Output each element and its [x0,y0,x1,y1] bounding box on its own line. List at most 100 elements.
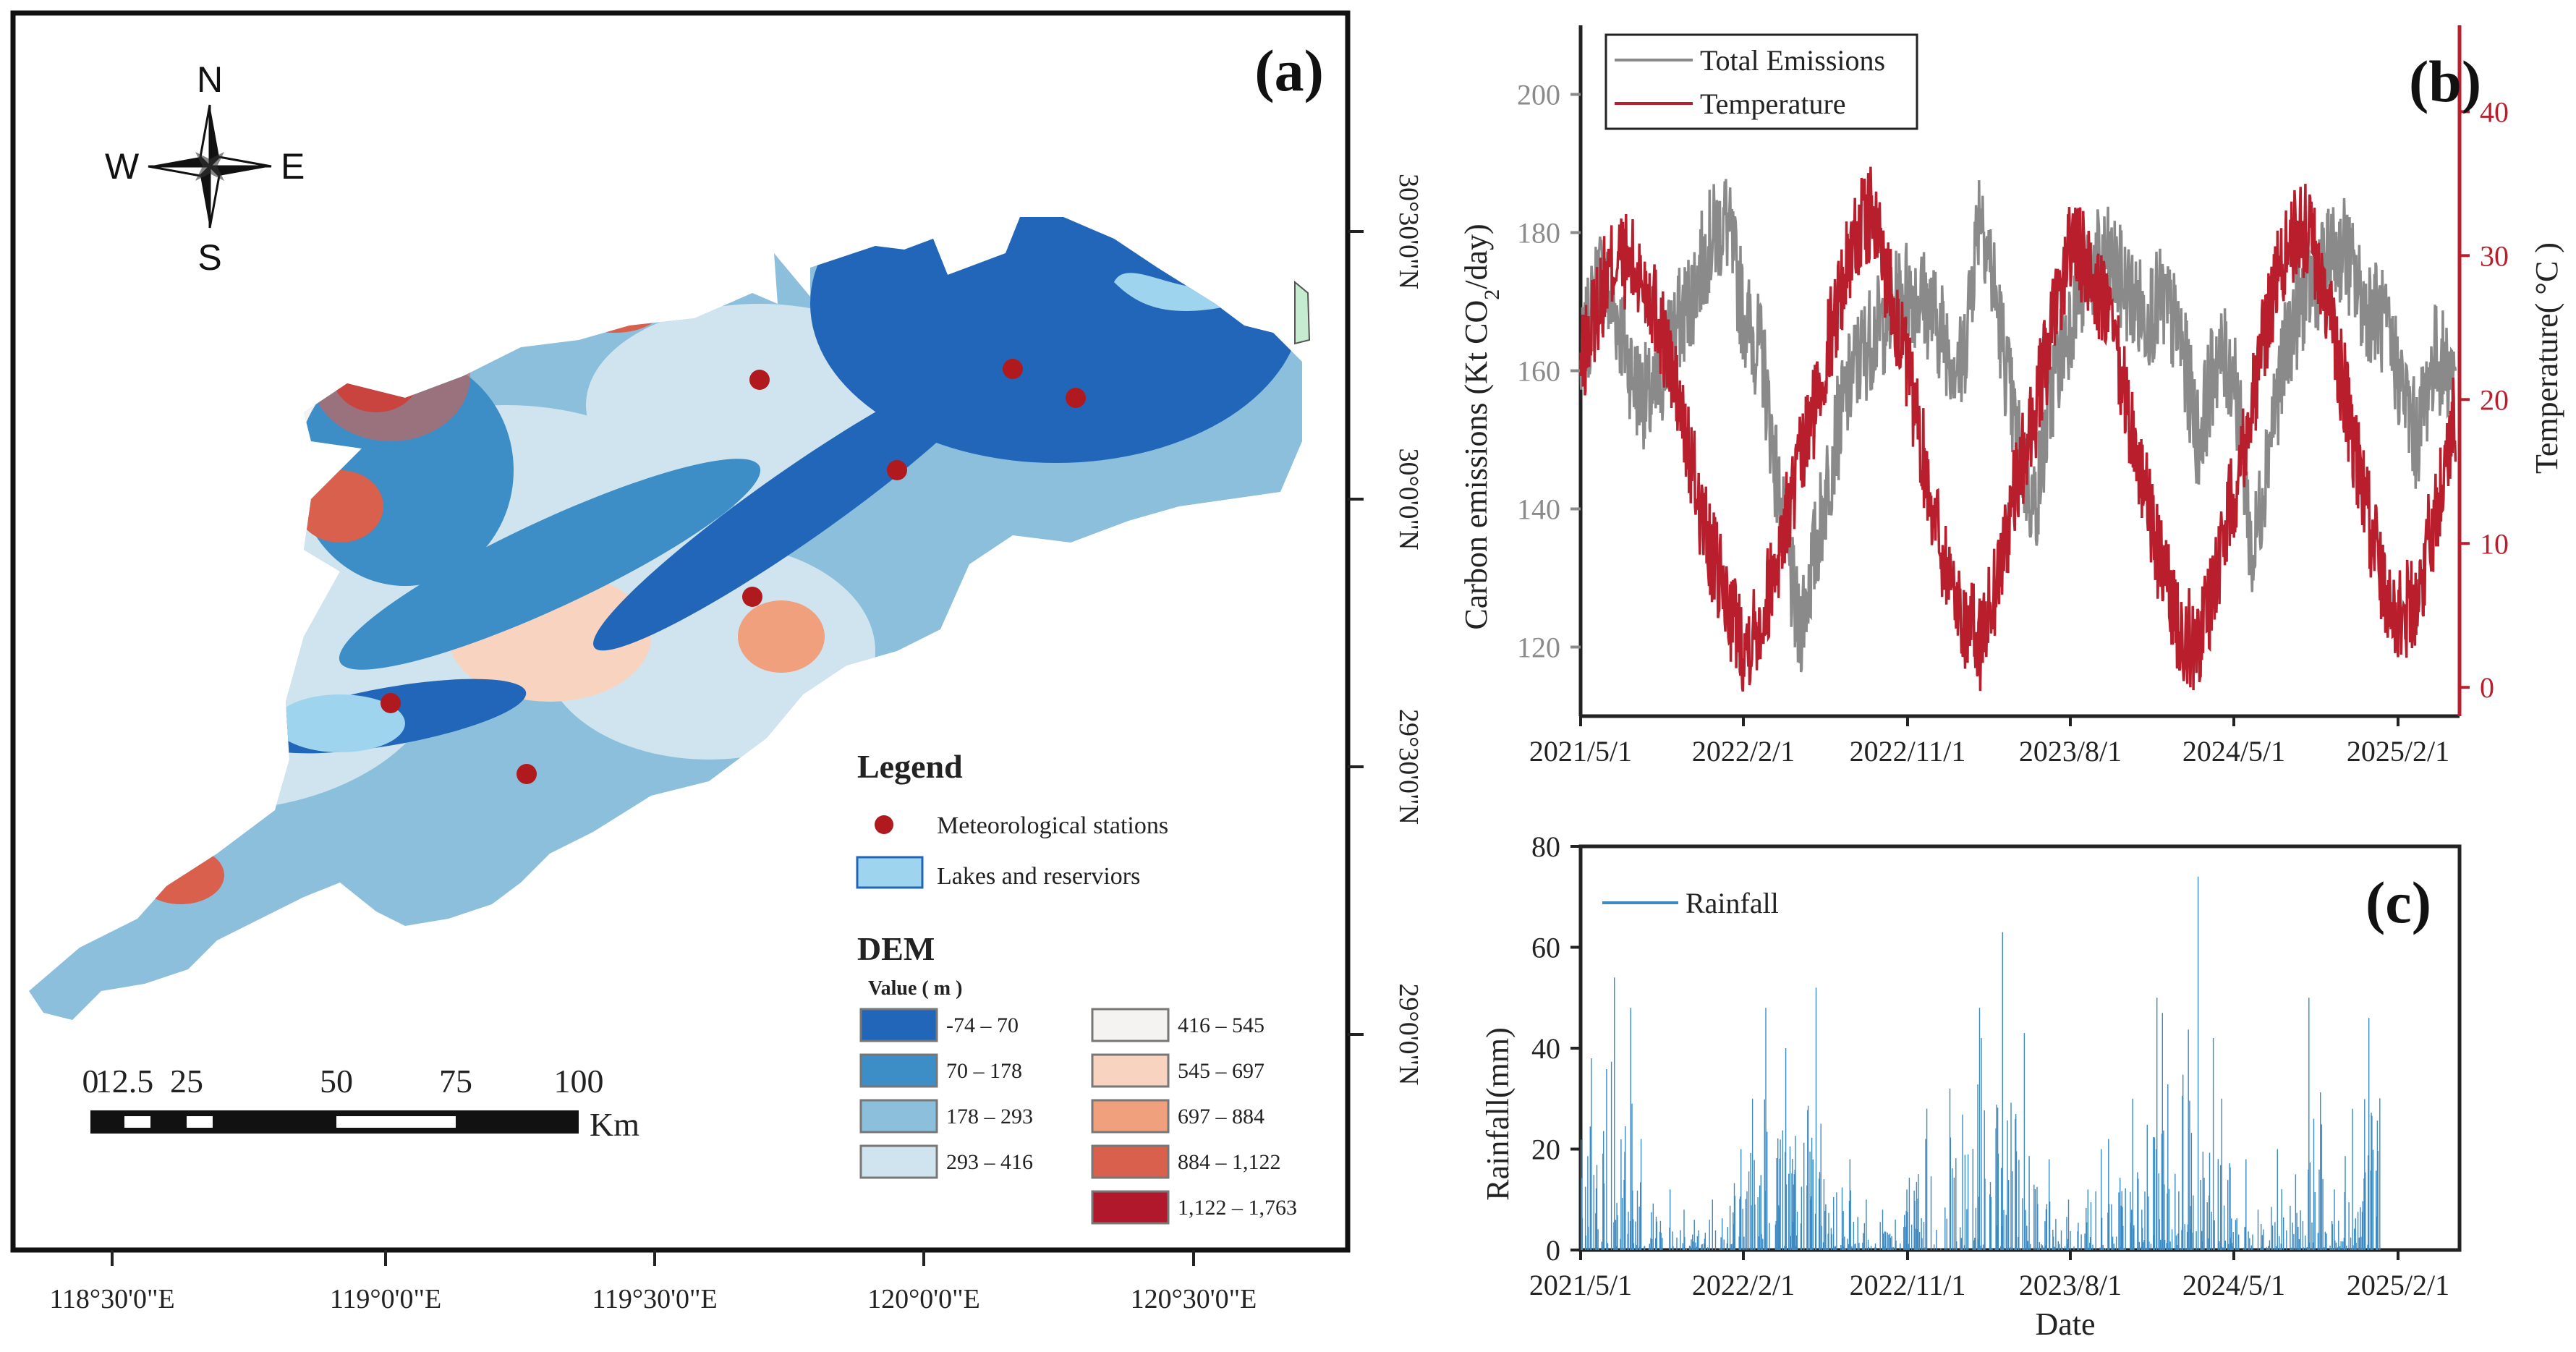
rainfall-bar [2010,1246,2011,1250]
dem-class-swatch [859,1144,938,1179]
rainfall-bar [1651,1212,1652,1250]
rainfall-bar [1793,1184,1795,1250]
rainfall-bar [1629,1220,1631,1250]
rainfall-bar [2080,1234,2082,1250]
rainfall-bar [2182,1074,2184,1250]
rainfall-bar [2125,1188,2126,1250]
b-right-tick-label: 40 [2480,95,2509,128]
compass-s: S [197,237,221,278]
rainfall-bar [1632,1190,1633,1250]
rainfall-bar [2358,1237,2360,1250]
rainfall-bar [2286,1230,2287,1250]
rainfall-bar [2163,1130,2164,1250]
rainfall-bar [1723,1239,1725,1250]
rainfall-bar [2103,1249,2104,1250]
rainfall-bar [2266,1247,2267,1250]
b-right-tick-label: 0 [2480,671,2494,704]
rainfall-bar [1892,1247,1895,1250]
rainfall-bar [2141,1228,2143,1250]
dem-class-swatch [1091,1190,1170,1225]
rainfall-bar [2331,1224,2334,1250]
rainfall-bar [2038,1248,2039,1250]
b-left-tick-label: 160 [1517,355,1560,388]
rainfall-bar [2311,1223,2313,1250]
c-x-tick-label: 2021/5/1 [1529,1269,1632,1301]
rainfall-bar [2000,1246,2002,1250]
rainfall-bar [1676,1237,1678,1250]
rainfall-bar [1997,1153,1999,1250]
rainfall-bar [1683,1209,1685,1250]
c-y-tick-label: 40 [1531,1032,1560,1065]
rainfall-bar [2261,1235,2263,1250]
rainfall-bar [1796,1235,1798,1250]
c-x-axis-title: Date [2035,1306,2095,1342]
rainfall-bar [2377,1151,2379,1250]
rainfall-bar [2309,1162,2311,1250]
rainfall-bar [1826,1248,1827,1250]
rainfall-bar [1615,1220,1617,1250]
rainfall-bar [2049,1201,2051,1250]
rainfall-bar [2026,1241,2028,1250]
rainfall-bar [2044,1221,2046,1250]
rainfall-bar [2089,1243,2091,1250]
rainfall-bar [2037,1204,2039,1250]
rainfall-bar [2099,1247,2101,1250]
rainfall-bar [1633,1243,1635,1250]
panel-c-chart: 0 20 40 60 80 2021/5/1 2022/2/1 2022/11/1 2023/8… [1480,830,2462,1342]
rainfall-bar [1978,1196,1980,1250]
rainfall-bar [2005,1215,2007,1250]
b-left-tick-label: 140 [1517,493,1560,526]
rainfall-bar [2112,1236,2114,1250]
rainfall-bar [1623,1180,1625,1250]
rainfall-bar [2086,1222,2088,1250]
rainfall-bar [1862,1242,1863,1250]
rainfall-bar [2279,1248,2281,1250]
rainfall-bar [2252,1234,2253,1250]
rainfall-bar [2156,998,2158,1251]
dem-class-label: 70 – 178 [946,1059,1022,1083]
rainfall-bar [1830,1228,1832,1250]
rainfall-bar [1806,1185,1808,1250]
rainfall-bar [1879,1222,1881,1250]
rainfall-bar [2224,1241,2226,1250]
rainfall-bar [1833,1196,1835,1250]
rainfall-bar [1960,1238,1963,1250]
rainfall-bar [1636,1190,1638,1250]
rainfall-bar [1782,1130,1784,1250]
rainfall-bar [1851,1246,1853,1250]
rainfall-bar [2238,1234,2240,1250]
b-right-tick-label: 20 [2480,383,2509,416]
c-x-tick-label: 2023/8/1 [2019,1269,2122,1301]
rainfall-bar [1595,1213,1597,1250]
rainfall-bar [2190,1133,2193,1250]
rainfall-bar [2360,1249,2363,1250]
rainfall-bar [2232,1246,2234,1250]
rainfall-bar [2235,1220,2237,1250]
b-legend: Total Emissions Temperature [1604,33,1918,130]
rainfall-bar [1764,1191,1766,1250]
rainfall-bar [2227,1243,2229,1250]
compass-n: N [197,59,223,100]
rainfall-bar [2167,1084,2169,1250]
rainfall-bar [1801,1186,1803,1250]
rainfall-bar [1598,1248,1599,1250]
rainfall-bar [1825,1204,1827,1250]
rainfall-bar [2361,1212,2363,1250]
legend-temperature-label: Temperature [1700,88,1846,120]
rainfall-bar [2111,1204,2112,1250]
rainfall-bar [2309,1242,2311,1250]
rainfall-bar [1686,1248,1687,1250]
rainfall-bar [2102,1244,2104,1250]
rainfall-bar [2171,1249,2172,1250]
scale-bar-label: 0 [82,1063,99,1100]
rainfall-bar [1926,1108,1928,1250]
rainfall-bar [2067,1199,2070,1251]
rainfall-bar [2222,1247,2224,1250]
rainfall-bar [1997,1107,1999,1250]
station-marker [887,460,907,480]
latitude-tick-label: 30°30'0"N [1393,174,1424,289]
longitude-tick-label: 118°30'0"E [49,1284,174,1314]
rainfall-bar [2232,1232,2234,1250]
rainfall-bar [1684,1236,1686,1250]
rainfall-bar [2261,1246,2263,1250]
